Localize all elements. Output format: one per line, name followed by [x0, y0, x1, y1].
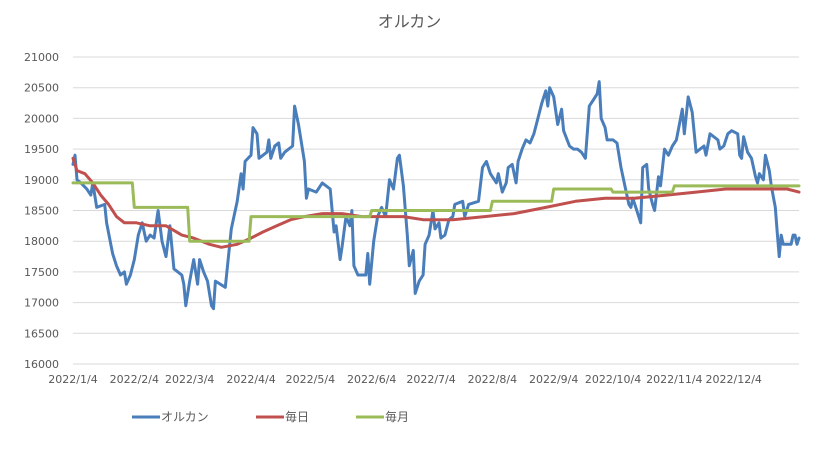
- x-tick-label: 2022/5/4: [286, 373, 335, 386]
- x-tick-label: 2022/10/4: [585, 373, 641, 386]
- y-tick-label: 19000: [24, 174, 59, 187]
- y-tick-label: 17000: [24, 297, 59, 310]
- series-line-0: [71, 80, 801, 311]
- x-tick-label: 2022/12/4: [706, 373, 762, 386]
- y-axis-ticks: 16000 16500 17000 17500 18000 18500 19000 19500…: [24, 51, 59, 371]
- x-tick-label: 2022/7/4: [406, 373, 455, 386]
- y-tick-label: 20000: [24, 112, 59, 125]
- y-tick-label: 20500: [24, 82, 59, 95]
- legend: オルカン 毎日 毎月: [132, 409, 409, 424]
- y-tick-label: 17500: [24, 266, 59, 279]
- legend-label-0: オルカン: [161, 410, 209, 424]
- y-tick-label: 18000: [24, 235, 59, 248]
- chart-title: オルカン: [378, 12, 442, 31]
- y-tick-label: 16000: [24, 358, 59, 371]
- series-lines: [71, 80, 801, 311]
- x-tick-label: 2022/4/4: [226, 373, 275, 386]
- x-tick-label: 2022/9/4: [529, 373, 578, 386]
- legend-label-2: 毎月: [385, 409, 409, 424]
- y-tick-label: 21000: [24, 51, 59, 64]
- x-tick-label: 2022/11/4: [646, 373, 702, 386]
- y-tick-label: 19500: [24, 143, 59, 156]
- y-tick-label: 18500: [24, 205, 59, 218]
- series-line-2: [71, 181, 801, 243]
- x-axis-ticks: 2022/1/4 2022/2/4 2022/3/4 2022/4/4 2022/5/4…: [48, 373, 762, 386]
- y-tick-label: 16500: [24, 327, 59, 340]
- series-line-1: [71, 156, 801, 249]
- x-tick-label: 2022/8/4: [468, 373, 517, 386]
- legend-label-1: 毎日: [285, 409, 309, 424]
- x-tick-label: 2022/6/4: [347, 373, 396, 386]
- x-tick-label: 2022/1/4: [48, 373, 97, 386]
- x-tick-label: 2022/3/4: [165, 373, 214, 386]
- x-tick-label: 2022/2/4: [110, 373, 159, 386]
